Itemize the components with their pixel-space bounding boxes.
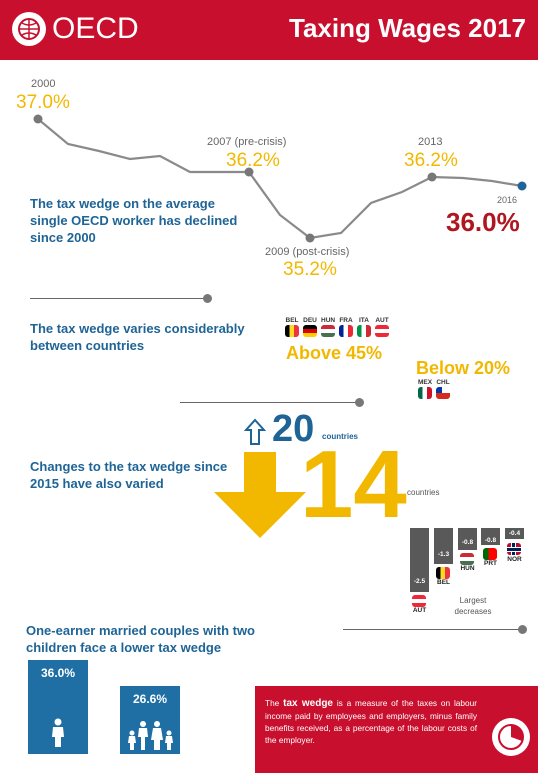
- single-worker-box: 36.0%: [28, 660, 88, 754]
- definition-post: is a measure of the taxes on labour inco…: [265, 698, 478, 745]
- single-value: 36.0%: [40, 666, 76, 680]
- austria-flag-icon: [375, 325, 389, 337]
- increase-unit: countries: [322, 432, 359, 441]
- trend-line-chart: [33, 114, 527, 243]
- norway-flag-icon: [507, 542, 521, 560]
- belgium-flag-icon: [285, 325, 299, 337]
- header-banner: [0, 0, 538, 60]
- bar-value: -0.8: [461, 539, 474, 546]
- down-arrow-icon: [214, 452, 306, 538]
- mexico-flag-icon: [418, 387, 432, 399]
- hungary-flag-icon: [460, 552, 474, 570]
- bar-value: -2.5: [413, 578, 426, 585]
- value-2013: 36.2%: [404, 150, 458, 171]
- bar-country: PRT: [484, 560, 497, 567]
- page-title: Taxing Wages 2017: [289, 13, 526, 43]
- above-flags: BEL DEU HUN FRA ITA AUT: [285, 317, 389, 342]
- up-arrow-icon: [244, 418, 266, 445]
- above-label: Above 45%: [286, 343, 383, 363]
- definition-pre: The: [265, 698, 284, 708]
- value-2007: 36.2%: [226, 150, 280, 171]
- tax-wedge-definition: The tax wedge is a measure of the taxes …: [265, 697, 477, 746]
- bar-country: AUT: [412, 607, 427, 614]
- changes-caption: Changes to the tax wedge since 2015 have…: [30, 459, 228, 491]
- pie-chart-icon: [492, 718, 530, 756]
- logo-text: OECD: [52, 12, 139, 45]
- country-code: FRA: [339, 317, 353, 324]
- france-flag-icon: [339, 325, 353, 337]
- italy-flag-icon: [357, 325, 371, 337]
- couples-caption: One-earner married couples with two chil…: [26, 623, 255, 655]
- below-flags: MEX CHL: [418, 379, 450, 404]
- belgium-flag-icon: [436, 566, 450, 584]
- divider-dot: [518, 625, 527, 634]
- year-2016: 2016: [497, 195, 518, 205]
- increase-count: 20: [272, 408, 315, 450]
- divider: [180, 402, 360, 403]
- definition-term: tax wedge: [283, 698, 333, 709]
- decrease-unit: countries: [407, 488, 440, 497]
- divider-dot: [203, 294, 212, 303]
- bar-aut: -2.5: [410, 528, 429, 592]
- value-2009: 35.2%: [283, 259, 337, 280]
- couple-box: 26.6%: [120, 686, 180, 754]
- definition-footer: [255, 686, 538, 773]
- year-2013: 2013: [418, 136, 443, 148]
- value-2000: 37.0%: [16, 92, 70, 113]
- varies-caption: The tax wedge varies considerably betwee…: [30, 321, 245, 353]
- year-2000: 2000: [31, 78, 56, 90]
- bar-country: BEL: [437, 579, 450, 586]
- trend-caption: The tax wedge on the average single OECD…: [30, 196, 238, 245]
- year-2009: 2009 (post-crisis): [265, 246, 350, 258]
- bar-value: -1.3: [437, 551, 450, 558]
- bar-nor: -0.4: [505, 528, 524, 539]
- germany-flag-icon: [303, 325, 317, 337]
- bar-bel: -1.3: [434, 528, 453, 564]
- bar-value: -0.4: [508, 530, 521, 537]
- person-icon: [52, 718, 64, 747]
- largest-decreases-label: Largest decreases: [454, 596, 492, 616]
- couple-value: 26.6%: [132, 692, 168, 706]
- divider: [30, 298, 208, 299]
- country-code: CHL: [436, 379, 450, 386]
- bar-value: -0.8: [484, 537, 497, 544]
- below-label: Below 20%: [416, 358, 511, 378]
- bar-hun: -0.8: [458, 528, 477, 550]
- family-icon: [128, 721, 173, 750]
- country-code: AUT: [375, 317, 389, 324]
- divider: [343, 629, 523, 630]
- bar-prt: -0.8: [481, 528, 500, 545]
- oecd-logo-icon: [12, 12, 46, 46]
- austria-flag-icon: [412, 594, 426, 612]
- chile-flag-icon: [436, 387, 450, 399]
- country-code: DEU: [303, 317, 317, 324]
- country-code: MEX: [418, 379, 433, 386]
- country-code: ITA: [359, 317, 369, 324]
- decrease-count: 14: [300, 431, 407, 538]
- bar-country: HUN: [460, 565, 475, 572]
- hungary-flag-icon: [321, 325, 335, 337]
- portugal-flag-icon: [483, 547, 497, 565]
- year-2007: 2007 (pre-crisis): [207, 136, 287, 148]
- country-code: BEL: [285, 317, 299, 324]
- country-code: HUN: [321, 317, 336, 324]
- bar-country: NOR: [507, 556, 522, 563]
- value-2016: 36.0%: [446, 207, 520, 237]
- divider-dot: [355, 398, 364, 407]
